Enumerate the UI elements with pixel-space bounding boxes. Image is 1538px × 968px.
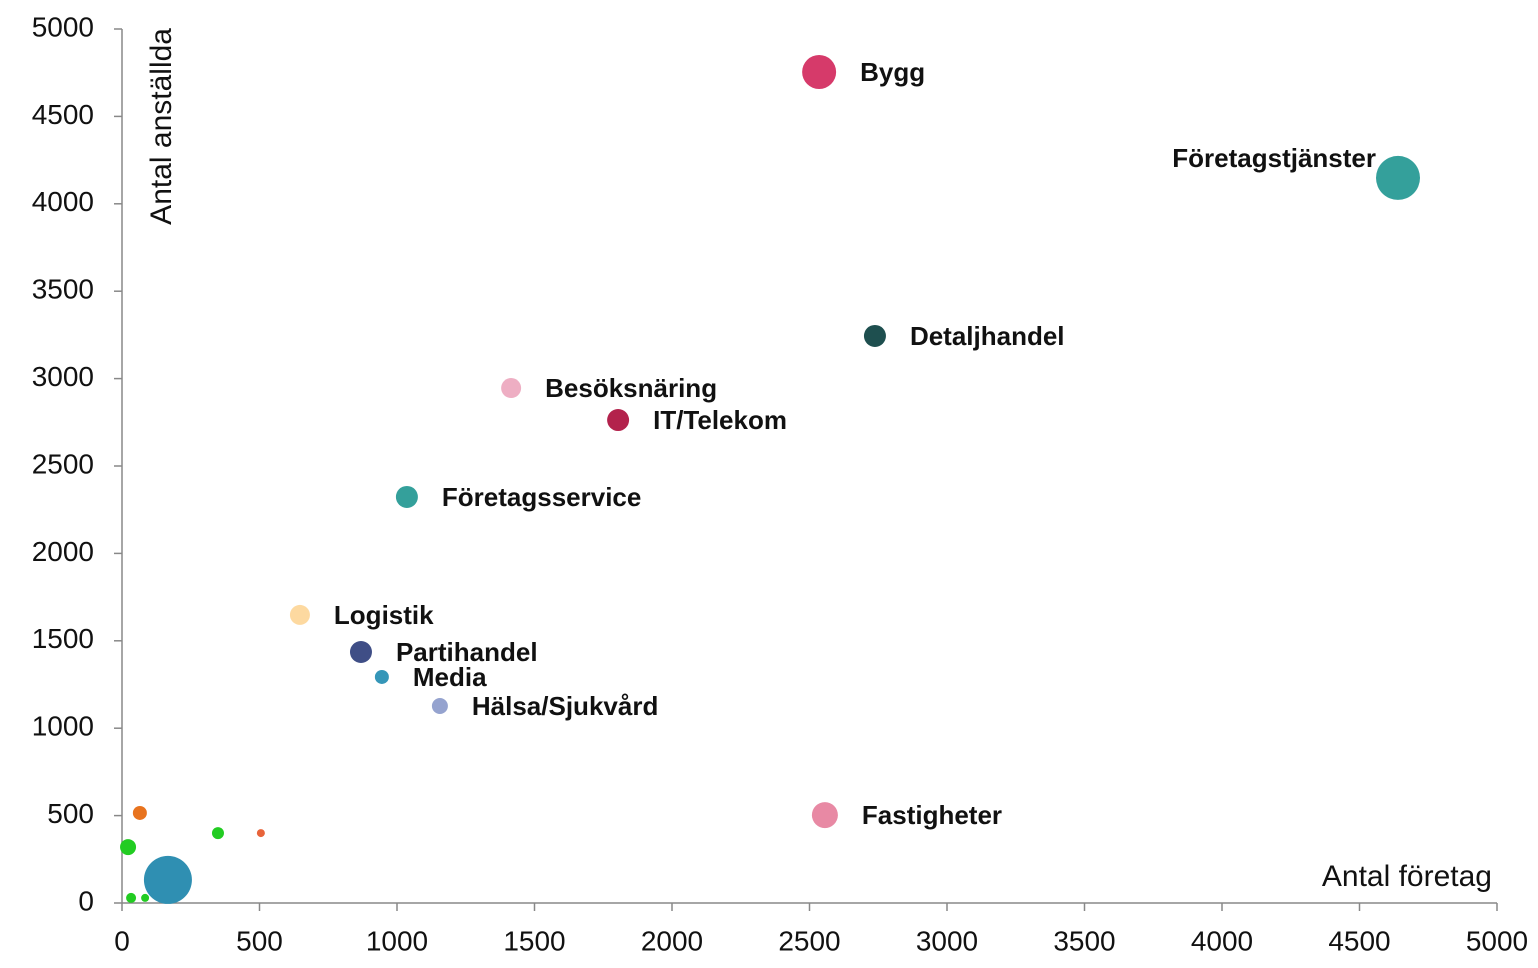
bubble	[126, 892, 137, 903]
bubble-label: Media	[413, 662, 487, 692]
y-tick-label: 3500	[32, 274, 94, 305]
y-tick-label: 4500	[32, 99, 94, 130]
y-tick-label: 3000	[32, 361, 94, 392]
x-axis-label: Antal företag	[1322, 860, 1492, 893]
bubble	[802, 55, 837, 90]
y-tick-label: 1500	[32, 623, 94, 654]
x-tick-label: 1500	[503, 925, 565, 956]
y-tick-label: 1000	[32, 711, 94, 742]
bubble	[349, 640, 372, 663]
bubble-label: Logistik	[334, 600, 434, 630]
bubble-label: Bygg	[860, 57, 925, 87]
x-tick-label: 2500	[778, 925, 840, 956]
x-tick-label: 2000	[641, 925, 703, 956]
y-tick-label: 500	[47, 798, 94, 829]
bubble	[141, 893, 150, 902]
bubble	[863, 324, 886, 347]
bubble-label: Hälsa/Sjukvård	[472, 691, 658, 721]
x-tick-label: 3500	[1053, 925, 1115, 956]
bubble-label: Besöksnäring	[545, 373, 717, 403]
bubble	[395, 485, 418, 508]
x-tick-label: 4000	[1191, 925, 1253, 956]
bubble-label: Detaljhandel	[910, 321, 1065, 351]
bubble-label: Företagstjänster	[1172, 143, 1376, 173]
bubble	[132, 805, 147, 820]
x-tick-label: 1000	[366, 925, 428, 956]
y-tick-label: 2000	[32, 536, 94, 567]
x-tick-label: 5000	[1466, 925, 1528, 956]
x-tick-label: 500	[236, 925, 283, 956]
y-axis-label: Antal anställda	[145, 28, 178, 225]
bubble-label: Partihandel	[396, 637, 538, 667]
bubble	[289, 604, 310, 625]
bubble-label: Företagsservice	[442, 482, 641, 512]
y-tick-label: 5000	[32, 11, 94, 42]
bubble	[143, 855, 192, 904]
x-tick-label: 3000	[916, 925, 978, 956]
bubble	[811, 802, 838, 829]
bubble-label: Fastigheter	[862, 800, 1002, 830]
bubble	[607, 409, 630, 432]
y-tick-label: 4000	[32, 186, 94, 217]
bubble	[211, 827, 224, 840]
x-tick-label: 4500	[1328, 925, 1390, 956]
bubble	[256, 829, 265, 838]
y-tick-label: 2500	[32, 448, 94, 479]
y-tick-label: 0	[78, 885, 94, 916]
x-tick-label: 0	[114, 925, 130, 956]
bubble-label: IT/Telekom	[653, 405, 787, 435]
bubble	[1376, 155, 1420, 200]
bubble	[374, 669, 389, 684]
bubble	[431, 698, 448, 715]
bubble	[501, 378, 522, 399]
bubble	[120, 839, 137, 856]
